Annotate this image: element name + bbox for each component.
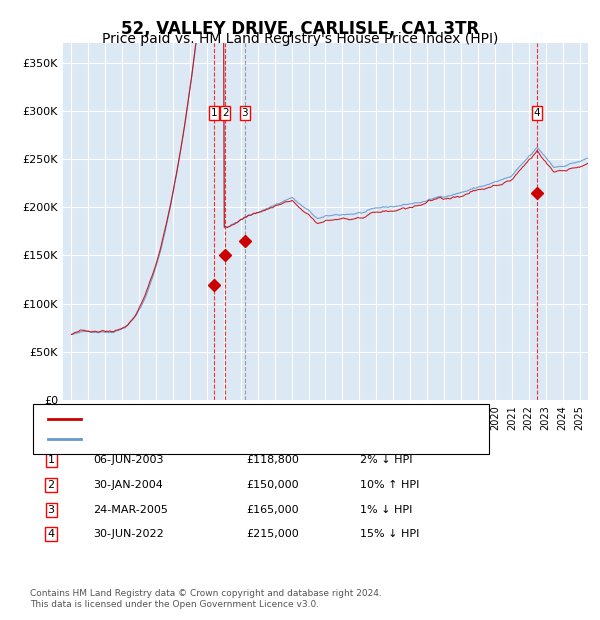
- Text: 3: 3: [47, 505, 55, 515]
- Text: 1: 1: [47, 455, 55, 465]
- Text: 4: 4: [534, 108, 541, 118]
- Text: £215,000: £215,000: [246, 529, 299, 539]
- Text: 30-JAN-2004: 30-JAN-2004: [93, 480, 163, 490]
- Text: Contains HM Land Registry data © Crown copyright and database right 2024.
This d: Contains HM Land Registry data © Crown c…: [30, 590, 382, 609]
- Text: 2: 2: [47, 480, 55, 490]
- Text: Price paid vs. HM Land Registry's House Price Index (HPI): Price paid vs. HM Land Registry's House …: [102, 32, 498, 46]
- Text: 3: 3: [241, 108, 248, 118]
- Text: 2% ↓ HPI: 2% ↓ HPI: [360, 455, 413, 465]
- Text: 10% ↑ HPI: 10% ↑ HPI: [360, 480, 419, 490]
- Text: 52, VALLEY DRIVE, CARLISLE, CA1 3TR: 52, VALLEY DRIVE, CARLISLE, CA1 3TR: [121, 20, 479, 38]
- Text: 15% ↓ HPI: 15% ↓ HPI: [360, 529, 419, 539]
- Text: 1% ↓ HPI: 1% ↓ HPI: [360, 505, 412, 515]
- Text: 30-JUN-2022: 30-JUN-2022: [93, 529, 164, 539]
- Text: HPI: Average price, detached house, Cumberland: HPI: Average price, detached house, Cumb…: [86, 434, 343, 444]
- Text: 1: 1: [211, 108, 218, 118]
- Text: 24-MAR-2005: 24-MAR-2005: [93, 505, 168, 515]
- Text: 4: 4: [47, 529, 55, 539]
- Text: £150,000: £150,000: [246, 480, 299, 490]
- Text: 06-JUN-2003: 06-JUN-2003: [93, 455, 163, 465]
- Text: £165,000: £165,000: [246, 505, 299, 515]
- Text: 2: 2: [222, 108, 229, 118]
- Text: 52, VALLEY DRIVE, CARLISLE, CA1 3TR (detached house): 52, VALLEY DRIVE, CARLISLE, CA1 3TR (det…: [86, 414, 380, 424]
- Text: £118,800: £118,800: [246, 455, 299, 465]
